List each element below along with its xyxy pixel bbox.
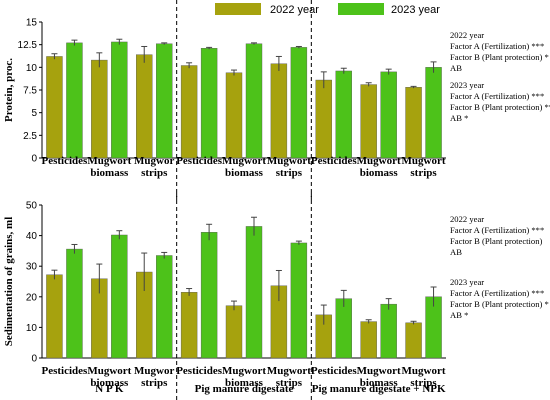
bar bbox=[66, 248, 83, 359]
stat-annotation: AB bbox=[450, 247, 462, 257]
y-tick-label: 50 bbox=[26, 201, 38, 212]
bar bbox=[156, 43, 173, 159]
y-tick-label: 7.5 bbox=[23, 86, 37, 97]
stat-annotation: 2023 year bbox=[450, 277, 484, 287]
bar bbox=[360, 321, 377, 359]
category-label: Mugwort biomass bbox=[357, 365, 401, 389]
category-label: Mugwort strips bbox=[402, 155, 446, 179]
y-tick-label: 0 bbox=[31, 354, 37, 365]
category-label: Mugwort strips bbox=[402, 365, 446, 389]
stat-annotation: 2023 year bbox=[450, 80, 484, 90]
bar bbox=[200, 48, 218, 159]
bar bbox=[200, 232, 218, 359]
y-tick-label: 2.5 bbox=[23, 131, 37, 142]
bar bbox=[91, 59, 108, 159]
bar bbox=[245, 226, 263, 359]
bar bbox=[335, 298, 352, 359]
category-label: Mugwort strips bbox=[267, 155, 311, 179]
category-label: Pesticides bbox=[311, 155, 358, 167]
bar bbox=[425, 67, 442, 159]
bar bbox=[335, 70, 352, 159]
legend: 2022 year 2023 year bbox=[215, 3, 440, 16]
category-label: Mugwor strips bbox=[134, 365, 174, 389]
bar bbox=[405, 322, 422, 359]
bar bbox=[136, 54, 153, 159]
group-label: Pig manure digestate + NPK bbox=[312, 383, 446, 395]
stat-annotation: AB * bbox=[450, 113, 468, 123]
category-label: Mugwort biomass bbox=[87, 155, 131, 179]
bar bbox=[46, 274, 63, 359]
stat-annotation: Factor A (Fertilization) *** bbox=[450, 41, 544, 51]
bar bbox=[66, 42, 83, 159]
legend-label-2023: 2023 year bbox=[391, 4, 440, 16]
category-label: Mugwort strips bbox=[267, 365, 311, 389]
stat-annotation: AB * bbox=[450, 310, 468, 320]
y-tick-label: 0 bbox=[31, 154, 37, 165]
y-axis-label: Protein, proc. bbox=[3, 58, 15, 122]
category-label: Mugwort biomass bbox=[87, 365, 131, 389]
bar bbox=[380, 71, 397, 159]
legend-label-2022: 2022 year bbox=[270, 4, 319, 16]
category-label: Mugwor strips bbox=[134, 155, 174, 179]
category-label: Pesticides bbox=[176, 365, 223, 377]
stat-annotation: Factor B (Plant protection) ** bbox=[450, 102, 550, 112]
category-label: Mugwort biomass bbox=[357, 155, 401, 179]
y-tick-label: 10 bbox=[26, 63, 38, 74]
stat-annotation: Factor A (Fertilization) *** bbox=[450, 225, 544, 235]
stat-annotation: Factor B (Plant protection) bbox=[450, 236, 543, 246]
legend-swatch-2022 bbox=[215, 3, 261, 15]
group-label: N P K bbox=[95, 383, 124, 395]
stat-annotation: Factor A (Fertilization) *** bbox=[450, 288, 544, 298]
bar bbox=[156, 255, 173, 359]
bar bbox=[290, 47, 308, 159]
bar bbox=[245, 43, 263, 159]
stat-annotation: Factor A (Fertilization) *** bbox=[450, 91, 544, 101]
bar bbox=[111, 41, 128, 159]
y-tick-label: 10 bbox=[26, 323, 38, 334]
bar bbox=[270, 63, 288, 159]
group-label: Pig manure digestate bbox=[195, 383, 294, 395]
category-label: Pesticides bbox=[176, 155, 223, 167]
stat-annotation: Factor B (Plant protection) * bbox=[450, 299, 549, 309]
category-label: Pesticides bbox=[42, 155, 89, 167]
category-label: Pesticides bbox=[311, 365, 358, 377]
bar bbox=[380, 303, 397, 359]
legend-swatch-2023 bbox=[338, 3, 384, 15]
y-axis-label: Sedimentation of grains, ml bbox=[3, 217, 15, 347]
stat-annotation: AB bbox=[450, 63, 462, 73]
y-tick-label: 20 bbox=[26, 292, 38, 303]
bar bbox=[405, 87, 422, 159]
bar bbox=[180, 292, 198, 359]
category-label: Pesticides bbox=[42, 365, 89, 377]
bar bbox=[46, 56, 63, 159]
bar bbox=[360, 84, 377, 159]
y-tick-label: 30 bbox=[26, 262, 38, 273]
bar bbox=[180, 65, 198, 159]
bar bbox=[290, 242, 308, 359]
y-tick-label: 40 bbox=[26, 231, 38, 242]
y-tick-label: 15 bbox=[26, 18, 38, 29]
bar bbox=[315, 79, 332, 159]
stat-annotation: Factor B (Plant protection) * bbox=[450, 52, 549, 62]
stat-annotation: 2022 year bbox=[450, 214, 484, 224]
stat-annotation: 2022 year bbox=[450, 30, 484, 40]
y-tick-label: 5 bbox=[31, 108, 37, 119]
category-label: Mugwort biomass bbox=[222, 155, 266, 179]
bar bbox=[225, 305, 243, 359]
category-label: Mugwort biomass bbox=[222, 365, 266, 389]
y-tick-label: 12.5 bbox=[18, 40, 38, 51]
bar bbox=[225, 72, 243, 159]
bar bbox=[111, 234, 128, 359]
